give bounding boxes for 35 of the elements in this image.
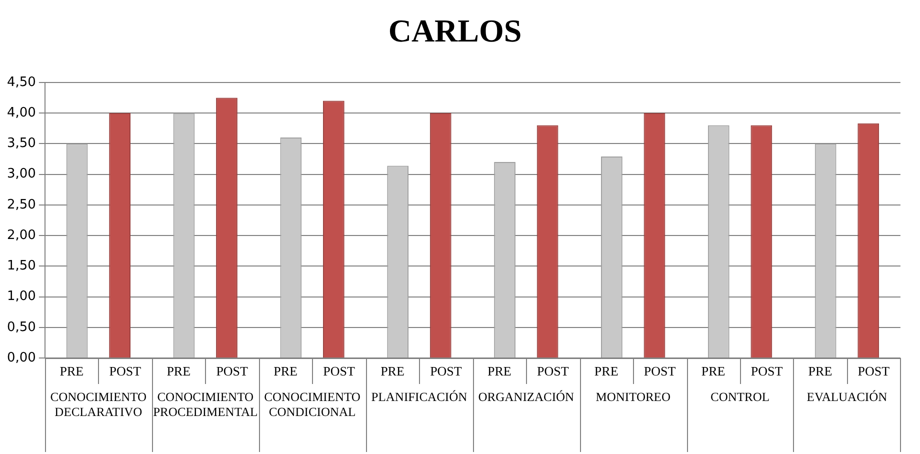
text: PRE (488, 363, 512, 378)
series-label: PRE (60, 363, 84, 378)
x-tick-label: MONITOREO (596, 390, 670, 404)
y-tick-label: 3,50 (6, 136, 36, 152)
x-tick-label: PLANIFICACIÓN (371, 390, 468, 404)
x-tick-label: CONOCIMIENTO CONDICIONAL (264, 390, 360, 419)
y-tick-label: 0,00 (6, 350, 36, 366)
y-tick-label: 2,50 (6, 197, 36, 212)
series-label: POST (109, 363, 142, 378)
text: POST (750, 363, 783, 378)
y-tick-label: 2,00 (6, 228, 36, 243)
text: POST (216, 363, 248, 378)
text: POST (644, 363, 676, 378)
x-tick-label: CONOCIMIENTO PROCEDIMENTAL (153, 390, 258, 419)
x-tick-label: CONTROL (710, 390, 770, 404)
y-tick-label: 0,50 (6, 320, 36, 335)
x-tick-label: EVALUACIÓN (806, 390, 888, 404)
text: PRE (808, 363, 832, 378)
y-tick-label: 4,00 (6, 105, 36, 120)
text: PRE (166, 363, 191, 378)
x-tick-label: ORGANIZACIÓN (478, 390, 574, 404)
text: POST (858, 363, 890, 378)
text: PRE (594, 363, 618, 378)
text: PRE (380, 363, 404, 378)
y-tick-label: 4,50 (6, 74, 36, 90)
text: PRE (701, 363, 726, 378)
y-tick-label: 1,00 (6, 289, 36, 304)
text: POST (323, 363, 355, 378)
y-tick-label: 3,00 (6, 166, 36, 182)
y-tick-label: 1,50 (6, 258, 36, 274)
text: POST (430, 363, 462, 378)
chart-title: CARLOS (388, 12, 522, 48)
text: POST (536, 363, 569, 378)
x-tick-label: CONOCIMIENTO DECLARATIVO (50, 390, 147, 419)
text: PRE (274, 363, 298, 378)
